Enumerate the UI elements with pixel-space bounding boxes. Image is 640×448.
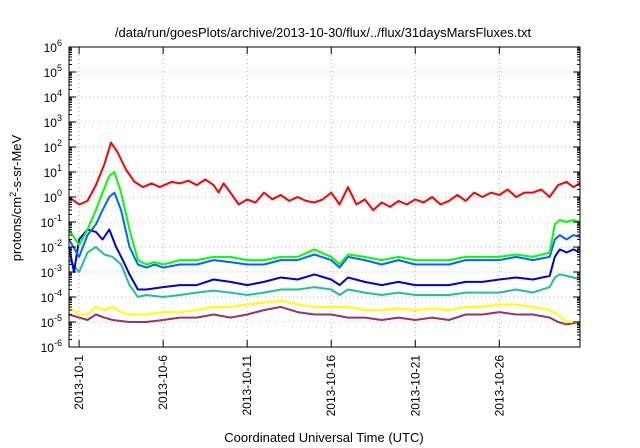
y-tick-base: 10 [44, 116, 58, 130]
y-tick-base: 10 [41, 241, 55, 255]
series-layer [68, 141, 581, 326]
y-tick-exponent: 3 [57, 113, 62, 123]
y-tick-label: 10-2 [41, 238, 62, 255]
x-tick-label: 2013-10-26 [492, 355, 506, 417]
x-tick-label: 2013-10-16 [324, 355, 338, 417]
y-tick-exponent: -6 [54, 338, 62, 348]
y-tick-label: 105 [44, 63, 62, 80]
ticks-layer [69, 46, 580, 348]
y-tick-base: 10 [41, 316, 55, 330]
y-tick-label: 10-5 [41, 313, 62, 330]
series-line [68, 141, 581, 212]
series-line [68, 171, 581, 266]
y-tick-exponent: -2 [54, 238, 62, 248]
series-line [68, 191, 581, 269]
y-tick-label: 102 [44, 138, 62, 155]
y-tick-label: 101 [44, 163, 62, 180]
y-tick-label: 100 [44, 188, 62, 205]
y-tick-exponent: 5 [57, 63, 62, 73]
x-tick-label: 2013-10-21 [408, 355, 422, 417]
y-tick-label: 10-1 [41, 213, 62, 230]
y-tick-exponent: 2 [57, 138, 62, 148]
series-line [68, 246, 581, 298]
chart-title: /data/run/goesPlots/archive/2013-10-30/f… [115, 25, 532, 40]
x-axis-label: Coordinated Universal Time (UTC) [224, 430, 423, 445]
y-axis-label-sup: 2 [8, 192, 18, 197]
y-axis-label: protons/cm2-s-sr-MeV [8, 134, 24, 261]
x-tick-label: 2013-10-6 [156, 355, 170, 410]
y-tick-label: 106 [44, 38, 62, 55]
series-line [68, 299, 580, 323]
y-tick-exponent: -4 [54, 288, 62, 298]
y-tick-exponent: -3 [54, 263, 62, 273]
y-tick-label: 104 [44, 88, 62, 105]
y-axis-label-rest: -s-sr-MeV [9, 134, 24, 191]
x-tick-label: 2013-10-1 [72, 355, 86, 410]
series-line [68, 305, 581, 326]
y-tick-label: 10-6 [41, 338, 62, 355]
y-tick-exponent: 4 [57, 88, 62, 98]
y-tick-label: 10-3 [41, 263, 62, 280]
y-tick-base: 10 [44, 66, 58, 80]
y-tick-label: 103 [44, 113, 62, 130]
y-tick-base: 10 [41, 266, 55, 280]
y-axis-label-base: protons/cm [9, 197, 24, 261]
y-tick-base: 10 [44, 91, 58, 105]
y-tick-exponent: 1 [57, 163, 62, 173]
y-tick-base: 10 [44, 166, 58, 180]
y-tick-exponent: -5 [54, 313, 62, 323]
labels-layer: 10-610-510-410-310-210-11001011021031041… [41, 38, 507, 416]
y-tick-base: 10 [41, 216, 55, 230]
y-tick-exponent: 6 [57, 38, 62, 48]
y-tick-exponent: -1 [54, 213, 62, 223]
y-tick-base: 10 [44, 41, 58, 55]
y-tick-base: 10 [41, 291, 55, 305]
y-tick-label: 10-4 [41, 288, 62, 305]
y-tick-base: 10 [41, 341, 55, 355]
y-tick-base: 10 [44, 191, 58, 205]
x-tick-label: 2013-10-11 [240, 355, 254, 416]
y-tick-exponent: 0 [57, 188, 62, 198]
y-tick-base: 10 [44, 141, 58, 155]
series-line [68, 228, 581, 291]
